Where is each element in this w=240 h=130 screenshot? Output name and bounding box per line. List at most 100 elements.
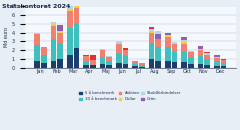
Bar — [214, 57, 220, 58]
Bar — [204, 65, 210, 68]
Bar — [181, 62, 187, 68]
Bar — [123, 50, 128, 56]
Bar — [116, 53, 122, 63]
Bar — [172, 42, 177, 44]
Bar — [57, 43, 63, 59]
Bar — [51, 25, 56, 39]
Bar — [204, 52, 210, 53]
Bar — [123, 48, 128, 50]
Bar — [51, 24, 56, 25]
Bar — [165, 35, 171, 37]
Bar — [204, 53, 210, 54]
Bar — [198, 46, 203, 49]
Text: Statskontoret 2024: Statskontoret 2024 — [2, 4, 71, 9]
Bar — [181, 37, 187, 40]
Bar — [83, 55, 89, 56]
Bar — [165, 47, 171, 61]
Bar — [149, 59, 154, 68]
Bar — [214, 58, 220, 61]
Bar — [116, 41, 122, 43]
Bar — [90, 60, 96, 65]
Bar — [100, 49, 105, 50]
Bar — [83, 61, 89, 65]
Bar — [67, 6, 73, 9]
Bar — [74, 8, 79, 24]
Bar — [198, 56, 203, 64]
Bar — [106, 57, 112, 61]
Bar — [181, 42, 187, 44]
Bar — [116, 63, 122, 68]
Bar — [41, 63, 47, 68]
Bar — [149, 31, 154, 32]
Bar — [57, 32, 63, 43]
Bar — [155, 39, 161, 47]
Bar — [214, 55, 220, 57]
Bar — [181, 40, 187, 42]
Bar — [116, 44, 122, 53]
Bar — [139, 65, 144, 67]
Bar — [204, 59, 210, 65]
Bar — [106, 65, 112, 68]
Bar — [34, 34, 40, 45]
Y-axis label: Md euro: Md euro — [4, 27, 9, 47]
Bar — [90, 65, 96, 68]
Bar — [123, 56, 128, 64]
Bar — [155, 47, 161, 61]
Bar — [149, 32, 154, 43]
Bar — [132, 66, 138, 68]
Bar — [155, 31, 161, 34]
Bar — [221, 63, 226, 66]
Bar — [214, 66, 220, 68]
Bar — [34, 45, 40, 61]
Bar — [221, 60, 226, 63]
Bar — [198, 49, 203, 50]
Bar — [41, 54, 47, 63]
Bar — [67, 28, 73, 54]
Bar — [67, 11, 73, 28]
Bar — [90, 54, 96, 55]
Bar — [155, 61, 161, 68]
Bar — [172, 44, 177, 52]
Bar — [83, 65, 89, 68]
Bar — [106, 61, 112, 65]
Bar — [41, 47, 47, 54]
Bar — [139, 63, 144, 65]
Bar — [74, 1, 79, 5]
Bar — [74, 5, 79, 8]
Bar — [51, 61, 56, 68]
Bar — [57, 59, 63, 68]
Bar — [165, 37, 171, 47]
Bar — [57, 31, 63, 32]
Bar — [100, 50, 105, 57]
Bar — [34, 61, 40, 68]
Bar — [188, 64, 194, 68]
Bar — [172, 52, 177, 62]
Bar — [74, 48, 79, 68]
Bar — [181, 52, 187, 62]
Bar — [155, 34, 161, 39]
Bar — [100, 57, 105, 64]
Bar — [221, 59, 226, 60]
Bar — [116, 43, 122, 44]
Bar — [149, 27, 154, 29]
Bar — [139, 67, 144, 68]
Bar — [165, 61, 171, 68]
Bar — [181, 44, 187, 52]
Bar — [90, 55, 96, 60]
Bar — [74, 24, 79, 48]
Bar — [221, 66, 226, 68]
Bar — [149, 43, 154, 59]
Bar — [57, 25, 63, 31]
Bar — [132, 64, 138, 66]
Bar — [188, 51, 194, 52]
Bar — [83, 56, 89, 61]
Bar — [51, 39, 56, 61]
Bar — [106, 56, 112, 57]
Bar — [149, 29, 154, 31]
Bar — [132, 61, 138, 64]
Bar — [34, 33, 40, 34]
Bar — [188, 52, 194, 57]
Bar — [204, 54, 210, 59]
Bar — [100, 64, 105, 68]
Bar — [123, 64, 128, 68]
